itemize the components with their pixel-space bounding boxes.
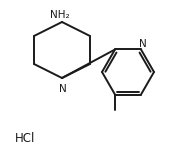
Text: NH₂: NH₂	[50, 10, 70, 20]
Text: HCl: HCl	[15, 132, 35, 144]
Text: N: N	[59, 84, 67, 94]
Text: N: N	[139, 40, 147, 49]
